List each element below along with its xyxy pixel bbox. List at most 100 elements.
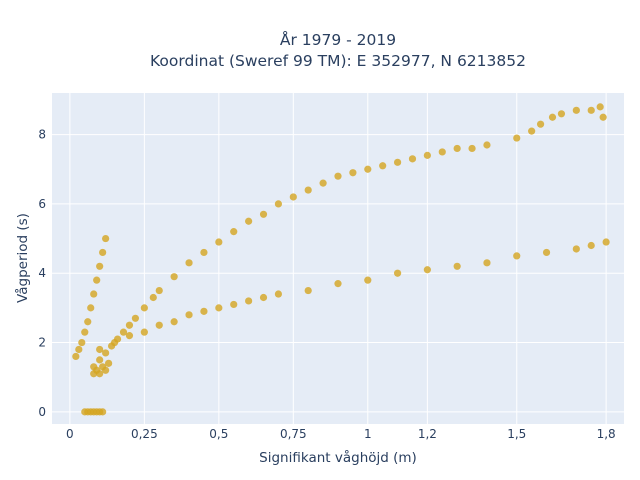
data-point xyxy=(334,172,342,180)
data-point xyxy=(572,245,580,253)
x-tick-label: 1 xyxy=(364,427,372,441)
y-tick-label: 0 xyxy=(38,405,46,419)
data-point xyxy=(149,293,157,302)
x-tick-label: 1,5 xyxy=(507,427,526,441)
data-point xyxy=(379,162,387,170)
data-point xyxy=(557,110,566,118)
data-point xyxy=(599,113,607,121)
data-point xyxy=(185,259,193,267)
data-point xyxy=(96,345,104,354)
data-point xyxy=(548,113,557,121)
y-tick-label: 4 xyxy=(38,266,46,280)
data-point xyxy=(215,238,223,246)
data-point xyxy=(105,359,113,367)
data-point xyxy=(81,328,89,336)
data-point xyxy=(96,262,104,270)
data-point xyxy=(259,293,268,302)
data-point xyxy=(131,314,140,322)
data-point xyxy=(304,186,312,194)
data-point xyxy=(170,318,178,326)
x-tick-labels: 0 0,25 0,5 0,75 1 1,2 1,5 1,8 xyxy=(66,427,616,441)
data-point xyxy=(72,352,80,361)
data-point xyxy=(230,228,238,236)
data-point xyxy=(542,248,551,257)
data-point xyxy=(200,307,208,315)
y-tick-label: 2 xyxy=(38,336,46,350)
data-point xyxy=(513,252,521,260)
x-tick-label: 0,75 xyxy=(280,427,307,441)
chart-title: År 1979 - 2019 xyxy=(280,30,396,49)
data-point xyxy=(102,234,110,243)
x-tick-label: 1,2 xyxy=(418,427,437,441)
data-point xyxy=(245,217,253,225)
data-point xyxy=(393,269,402,277)
data-point xyxy=(119,328,128,336)
data-point xyxy=(75,345,83,354)
data-point xyxy=(102,349,110,357)
y-tick-label: 6 xyxy=(38,197,46,211)
data-point xyxy=(110,338,119,347)
data-point xyxy=(274,290,283,298)
x-tick-label: 0,25 xyxy=(131,427,158,441)
data-point xyxy=(155,286,163,295)
y-axis-title: Vågperiod (s) xyxy=(14,213,31,303)
data-point xyxy=(528,127,536,135)
data-point xyxy=(536,120,545,128)
data-point xyxy=(408,155,417,163)
data-point xyxy=(319,179,327,187)
y-grid xyxy=(52,134,624,413)
data-points xyxy=(72,103,610,416)
data-point xyxy=(483,141,491,149)
data-point xyxy=(96,356,104,364)
data-point xyxy=(215,304,223,312)
data-point xyxy=(453,144,461,153)
data-point xyxy=(438,148,446,156)
data-point xyxy=(185,311,193,319)
data-point xyxy=(587,241,595,250)
data-point xyxy=(99,408,107,416)
data-point xyxy=(200,248,208,257)
data-point xyxy=(78,338,86,347)
data-point xyxy=(87,304,95,312)
data-point xyxy=(423,151,431,159)
chart-subtitle: Koordinat (Sweref 99 TM): E 352977, N 62… xyxy=(150,52,526,70)
data-point xyxy=(513,134,521,142)
data-point xyxy=(93,276,101,284)
data-point xyxy=(289,193,297,201)
data-point xyxy=(125,321,134,329)
data-point xyxy=(125,332,134,340)
data-point xyxy=(453,262,461,270)
data-point xyxy=(245,297,253,305)
data-point xyxy=(99,248,107,257)
data-point xyxy=(102,366,110,374)
x-axis-title: Signifikant våghöjd (m) xyxy=(259,449,417,466)
data-point xyxy=(96,370,104,378)
data-point xyxy=(259,210,268,218)
data-point xyxy=(483,259,491,267)
data-point xyxy=(170,273,178,281)
x-grid xyxy=(69,93,607,424)
data-point xyxy=(84,318,92,326)
data-point xyxy=(423,266,431,274)
data-point xyxy=(140,328,148,336)
data-point xyxy=(364,165,372,173)
data-point xyxy=(304,286,312,295)
data-point xyxy=(274,200,283,208)
y-tick-label: 8 xyxy=(38,128,46,142)
data-point xyxy=(587,106,595,114)
data-point xyxy=(364,276,372,284)
data-point xyxy=(596,103,604,111)
data-point xyxy=(334,280,342,288)
data-point xyxy=(155,321,163,329)
plot-area xyxy=(52,93,624,424)
x-tick-label: 1,8 xyxy=(597,427,616,441)
x-tick-label: 0,5 xyxy=(209,427,228,441)
x-tick-label: 0 xyxy=(66,427,74,441)
data-point xyxy=(602,238,610,246)
y-tick-labels: 0 2 4 6 8 xyxy=(38,128,46,419)
data-point xyxy=(393,158,402,166)
data-point xyxy=(90,290,98,298)
data-point xyxy=(468,144,476,153)
